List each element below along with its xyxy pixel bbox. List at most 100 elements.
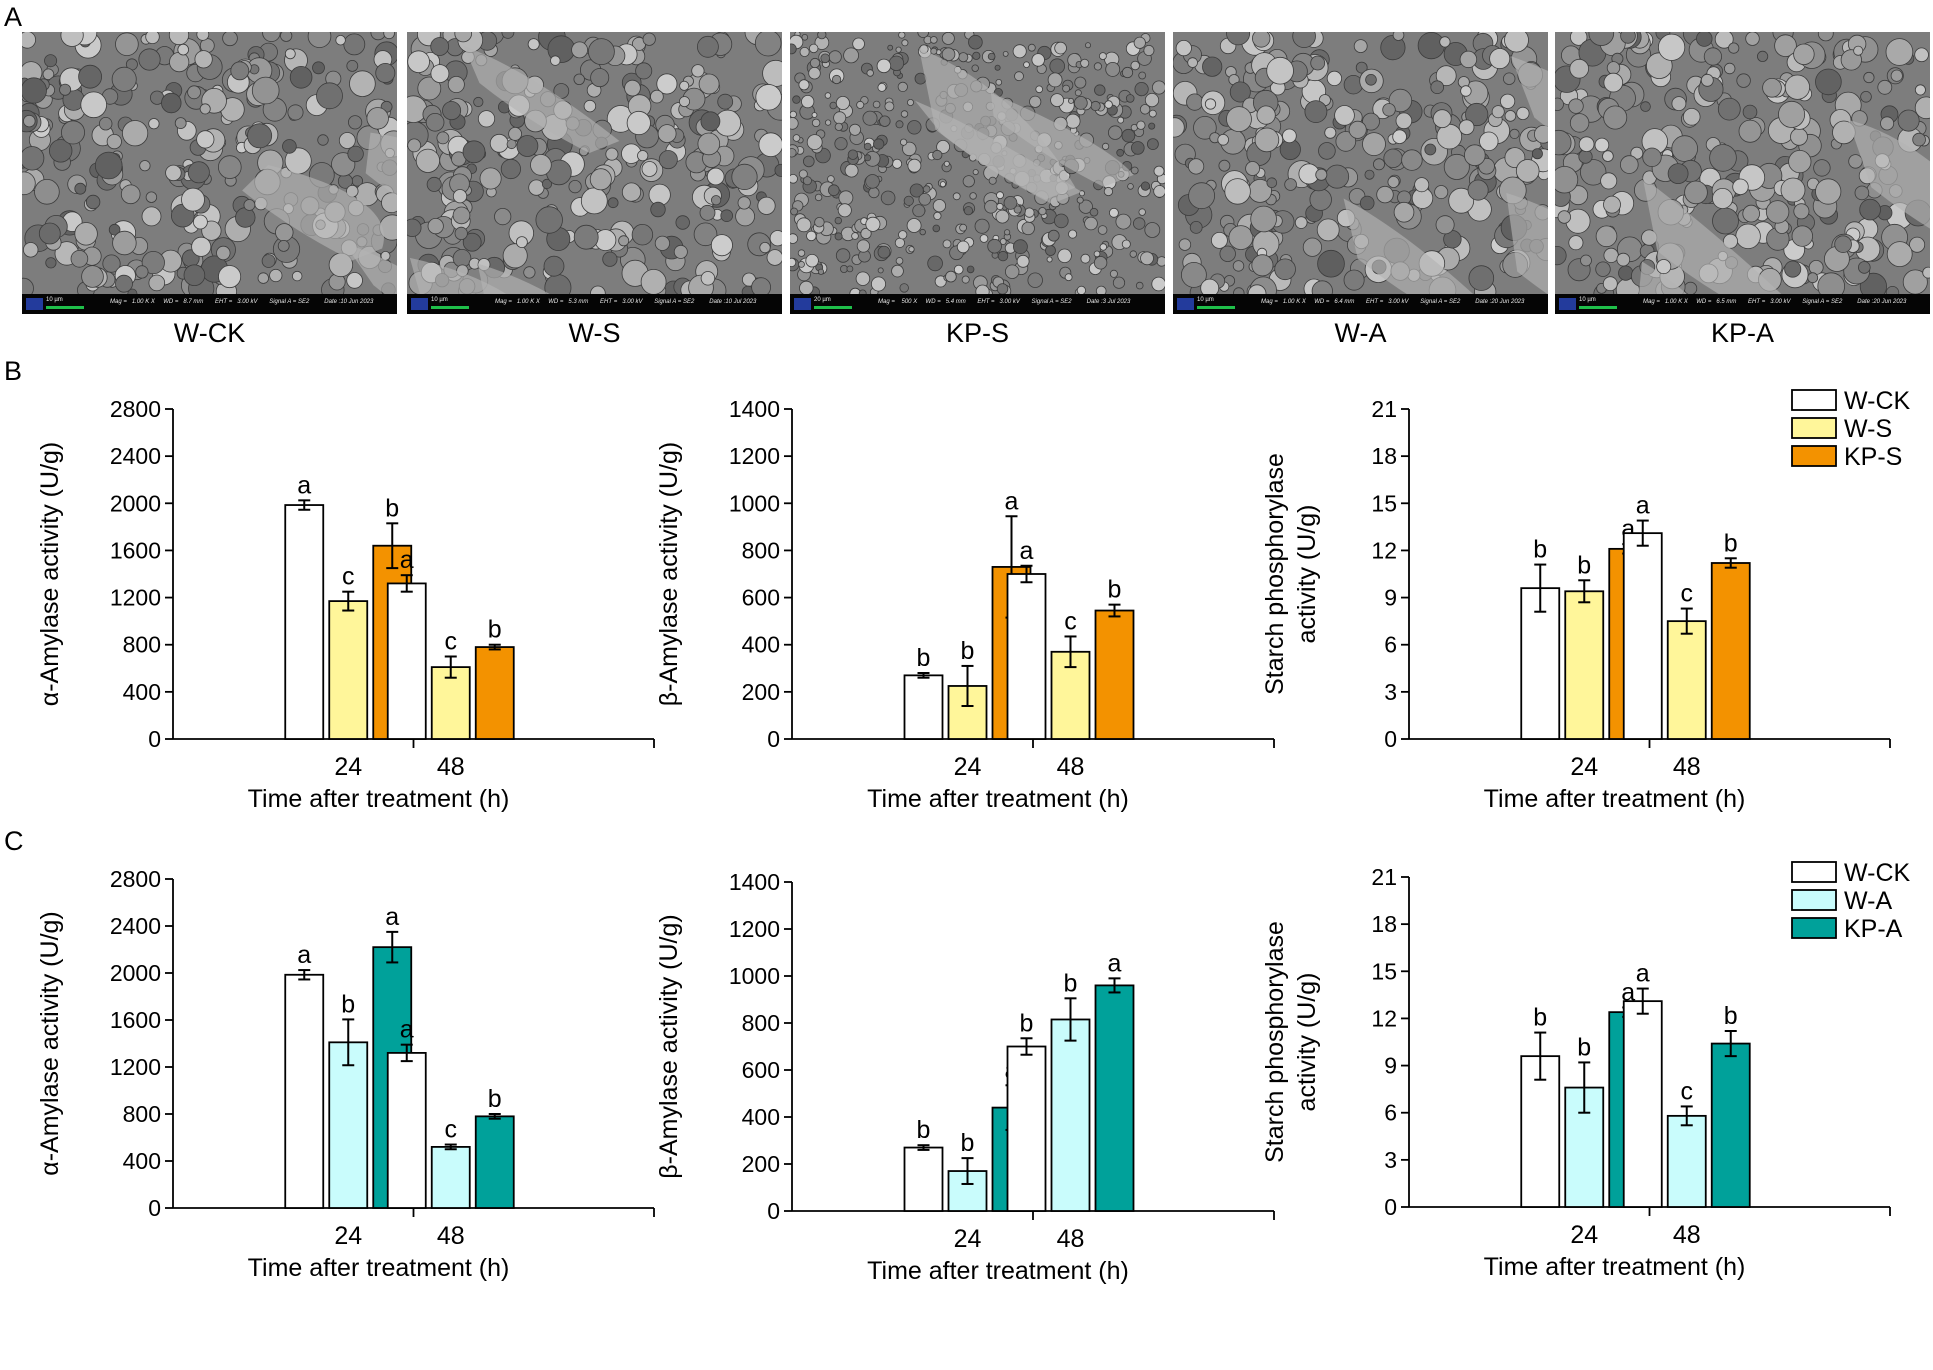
sem-scale-bar [431,306,469,309]
bar-w-a-24 [1564,1086,1605,1208]
y-axis-label: Starch phosphorylase [1261,453,1289,695]
significance-letter: b [1577,1033,1591,1061]
y-axis-label: β-Amylase activity (U/g) [655,442,683,706]
bar-kp-s-48 [1094,609,1135,740]
significance-letter: b [385,494,399,522]
sem-metadata: Mag = 1.00 K X WD = 5.3 mm EHT = 3.00 kV… [495,299,757,305]
bar-w-s-24 [328,600,369,740]
y-axis-label: Starch phosphorylase [1261,921,1289,1163]
sem-scale-bar [1579,306,1617,309]
significance-letter: b [1108,576,1122,604]
significance-letter: b [341,990,355,1018]
y-tick-label: 0 [767,726,780,752]
y-tick-label: 3 [1384,679,1397,705]
sem-info-bar: 10 µm Mag = 1.00 K X WD = 6.5 mm EHT = 3.… [1555,294,1930,314]
y-tick-label: 1200 [110,585,161,611]
legend: W-CKW-SKP-S [1791,387,1911,471]
zeiss-logo-icon [1177,298,1194,310]
sem-scale-bar [46,306,84,309]
y-tick-label: 800 [742,537,780,563]
y-tick-label: 800 [123,1101,161,1127]
y-tick-label: 1400 [729,869,780,895]
y-tick-label: 1000 [729,490,780,516]
sem-info-bar: 10 µm Mag = 1.00 K X WD = 8.7 mm EHT = 3.… [22,294,397,314]
significance-letter: a [297,941,311,969]
y-tick-label: 15 [1371,490,1397,516]
bar-w-a-24 [328,1041,369,1209]
significance-letter: b [1064,969,1078,997]
legend-label-kp-s: KP-S [1844,443,1902,471]
x-tick-label: 24 [334,1222,362,1250]
bar-w-ck-48 [386,582,427,740]
significance-letter: b [488,1085,502,1113]
legend-swatch-w-ck [1791,389,1837,411]
chart-1: 0 400 800 1200 1600 2000 2400 2800 a c b 24 a c b 48 Tim… [36,396,655,813]
bar-w-ck-48 [1006,573,1047,740]
bar-w-ck-24 [903,674,944,740]
significance-letter: c [445,1116,458,1144]
bar-kp-s-48 [1710,562,1751,740]
legend-label-w-ck: W-CK [1844,387,1911,415]
y-tick-label: 400 [742,632,780,658]
y-tick-label: 9 [1384,1053,1397,1079]
y-tick-label: 1600 [110,537,161,563]
x-tick-label: 48 [1057,753,1085,781]
y-tick-label: 2800 [110,396,161,422]
significance-letter: c [1064,607,1077,635]
x-tick-label: 24 [1570,753,1598,781]
y-tick-label: 0 [148,1195,161,1221]
y-tick-label: 2000 [110,490,161,516]
bar-w-s-24 [1564,590,1605,740]
sem-scale-label: 10 µm [1197,297,1214,303]
y-tick-label: 12 [1371,537,1397,563]
bar-w-a-48 [1666,1114,1707,1208]
y-tick-label: 0 [767,1198,780,1224]
sem-image-w-ck: 10 µm Mag = 1.00 K X WD = 8.7 mm EHT = 3.… [22,32,397,314]
zeiss-logo-icon [26,298,43,310]
x-axis-label: Time after treatment (h) [1484,1253,1746,1281]
significance-letter: b [917,1116,931,1144]
legend-label-kp-a: KP-A [1844,915,1903,943]
y-tick-label: 200 [742,679,780,705]
sem-texture [407,32,782,294]
y-axis-label: β-Amylase activity (U/g) [655,914,683,1178]
sem-texture [22,32,397,294]
panel-letter-c: C [4,826,24,856]
y-tick-label: 1000 [729,963,780,989]
sem-metadata: Mag = 1.00 K X WD = 6.5 mm EHT = 3.00 kV… [1643,299,1907,305]
sem-image-w-a: 10 µm Mag = 1.00 K X WD = 6.4 mm EHT = 3.… [1173,32,1548,314]
significance-letter: c [1681,580,1694,608]
y-axis-label: α-Amylase activity (U/g) [36,911,64,1176]
y-tick-label: 1200 [729,443,780,469]
x-tick-label: 48 [437,1222,465,1250]
zeiss-logo-icon [411,298,428,310]
x-axis-label: Time after treatment (h) [1484,785,1746,813]
y-tick-label: 600 [742,1057,780,1083]
y-axis-label: activity (U/g) [1293,973,1321,1112]
y-tick-label: 21 [1371,864,1397,890]
y-tick-label: 200 [742,1151,780,1177]
x-axis-label: Time after treatment (h) [867,785,1129,813]
panel-letter-a: A [4,2,23,32]
x-tick-label: 24 [1570,1221,1598,1249]
sem-scale-label: 20 µm [814,297,831,303]
significance-letter: b [917,644,931,672]
y-axis-label: α-Amylase activity (U/g) [36,442,64,707]
bar-kp-a-48 [1094,984,1135,1212]
legend-swatch-w-s [1791,417,1837,439]
legend-swatch-w-ck [1791,861,1837,883]
legend-swatch-kp-s [1791,445,1837,467]
y-tick-label: 400 [123,1148,161,1174]
chart-6: 0 3 6 9 12 15 18 21 b b a 24 a c b 48 Time after treatme… [1261,859,1911,1281]
chart-5: 0200400600800100012001400bba24bba48Time … [655,869,1275,1285]
y-tick-label: 0 [148,726,161,752]
sem-scale-bar [814,306,852,309]
significance-letter: c [445,628,458,656]
bar-w-ck-48 [386,1052,427,1209]
bar-w-ck-48 [1006,1045,1047,1212]
x-tick-label: 24 [334,753,362,781]
significance-letter: a [1005,487,1019,515]
